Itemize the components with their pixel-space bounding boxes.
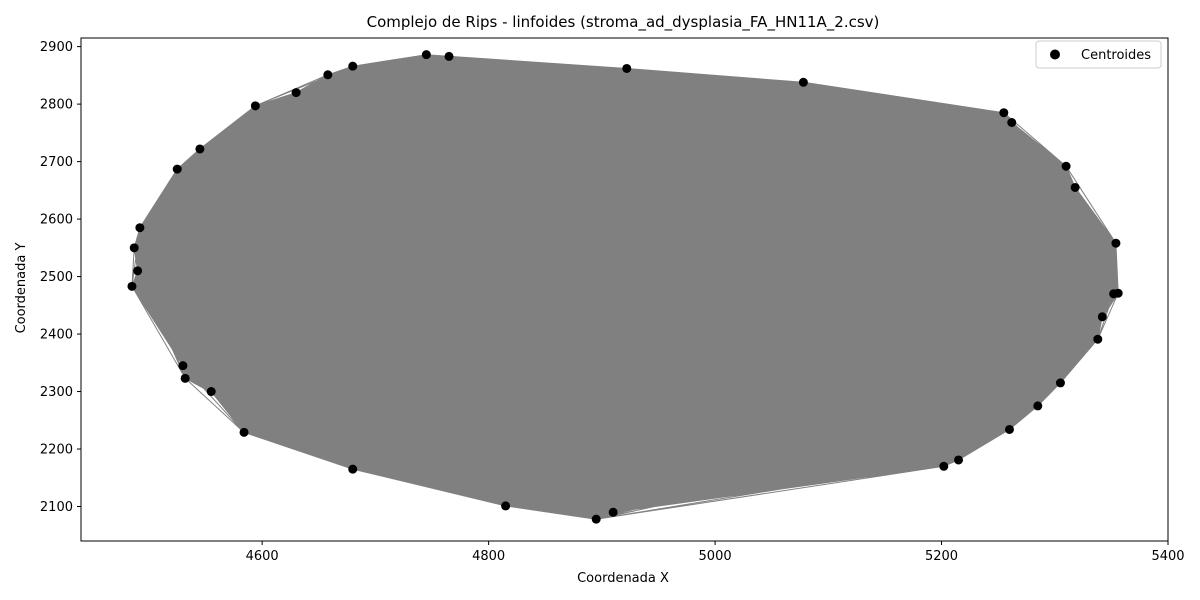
centroid-point: [1097, 312, 1107, 322]
x-tick-label: 4600: [246, 549, 279, 564]
edge-lines: [131, 54, 1119, 520]
centroid-point: [999, 108, 1009, 118]
centroid-point: [180, 373, 190, 383]
centroid-points: [127, 50, 1123, 524]
y-tick-label: 2800: [40, 98, 73, 113]
centroid-point: [591, 514, 601, 524]
centroid-point: [348, 464, 358, 474]
centroid-point: [172, 164, 182, 174]
centroid-point: [195, 144, 205, 154]
centroid-point: [1007, 118, 1017, 128]
x-axis-label: Coordenada X: [577, 571, 669, 586]
y-tick-label: 2900: [40, 40, 73, 55]
centroid-point: [501, 501, 511, 511]
centroid-point: [135, 223, 145, 233]
centroid-point: [1111, 238, 1121, 248]
legend-box: [1035, 40, 1162, 69]
centroid-point: [1061, 161, 1071, 171]
x-tick-label: 5400: [1151, 549, 1184, 564]
legend-label: Centroides: [1081, 48, 1151, 63]
y-axis: 2100 2200 2300 2400 2500 2600 2700 2800 2900: [40, 40, 81, 515]
centroid-point: [608, 507, 618, 517]
centroid-point: [1093, 334, 1103, 344]
centroid-point: [323, 70, 333, 80]
centroid-point: [1004, 424, 1014, 434]
plot-frame: [80, 37, 1169, 542]
centroid-point: [133, 266, 143, 276]
centroid-point: [798, 77, 808, 87]
centroid-point: [421, 50, 431, 60]
centroid-point: [622, 63, 632, 73]
centroid-point: [1055, 378, 1065, 388]
centroid-point: [444, 51, 454, 61]
centroid-point: [954, 455, 964, 465]
y-tick-label: 2100: [40, 500, 73, 515]
centroid-point: [939, 461, 949, 471]
centroid-point: [1070, 182, 1080, 192]
centroid-point: [239, 427, 249, 437]
y-axis-label: Coordenada Y: [14, 243, 29, 334]
rips-edges: [131, 54, 1119, 520]
centroid-point: [1113, 288, 1123, 298]
y-tick-label: 2300: [40, 385, 73, 400]
y-tick-label: 2600: [40, 213, 73, 228]
centroid-point: [206, 387, 216, 397]
y-tick-label: 2400: [40, 328, 73, 343]
plot-area: [127, 50, 1123, 524]
x-axis: 4600 4800 5000 5200 5400: [246, 541, 1185, 564]
centroid-point: [129, 243, 139, 253]
x-tick-label: 5000: [699, 549, 732, 564]
centroid-point: [178, 361, 188, 371]
y-tick-label: 2200: [40, 443, 73, 458]
x-tick-label: 5200: [925, 549, 958, 564]
centroid-point: [127, 281, 137, 291]
centroid-point: [250, 101, 260, 111]
legend-marker-icon: [1050, 49, 1060, 60]
chart-title: Complejo de Rips - linfoides (stroma_ad_…: [367, 13, 880, 32]
centroid-point: [1033, 401, 1043, 411]
y-tick-label: 2700: [40, 155, 73, 170]
y-tick-label: 2500: [40, 270, 73, 285]
centroid-point: [291, 88, 301, 98]
legend: Centroides: [1035, 40, 1162, 69]
centroid-point: [348, 61, 358, 71]
x-tick-label: 4800: [472, 549, 505, 564]
